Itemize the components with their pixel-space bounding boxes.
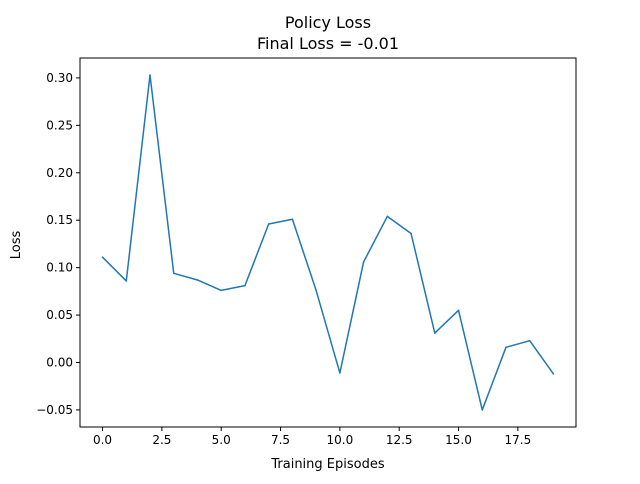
data-point [386, 215, 389, 218]
data-point [149, 74, 151, 76]
y-tick-label: 0.15 [46, 213, 73, 227]
y-tick-label: 0.05 [46, 308, 73, 322]
data-point [528, 339, 531, 342]
y-tick-label: 0.00 [46, 355, 73, 369]
data-point [196, 279, 199, 281]
y-tick-label: 0.30 [46, 71, 73, 85]
x-tick-label: 10.0 [327, 433, 354, 447]
x-tick-label: 7.5 [271, 433, 290, 447]
data-point [101, 256, 104, 259]
data-point [220, 289, 223, 292]
x-axis-label: Training Episodes [270, 457, 384, 472]
data-point [481, 409, 484, 411]
series-layer [101, 74, 555, 411]
plot-frame [79, 57, 577, 428]
x-tick-label: 0.0 [93, 433, 112, 447]
x-tick-label: 17.5 [504, 433, 531, 447]
data-point [362, 261, 365, 263]
data-point [433, 332, 436, 334]
data-point [505, 346, 507, 349]
data-point [291, 218, 294, 221]
data-point [410, 232, 412, 235]
data-point [457, 309, 460, 312]
y-axis-ticks: −0.05 0.00 0.05 0.10 0.15 0.20 0.25 0.30 [36, 71, 80, 417]
data-point [315, 289, 317, 292]
y-axis-label: Loss [9, 231, 24, 260]
data-point [267, 223, 270, 225]
loss-series-line [102, 74, 555, 411]
y-tick-label: 0.10 [46, 261, 73, 275]
x-tick-label: 2.5 [152, 433, 171, 447]
chart-subtitle: Final Loss = -0.01 [257, 34, 399, 53]
y-tick-label: 0.20 [46, 166, 73, 180]
chart-title: Policy Loss [285, 13, 371, 32]
data-point [339, 372, 341, 374]
y-tick-label: −0.05 [36, 403, 73, 417]
x-tick-label: 15.0 [445, 433, 472, 447]
x-tick-label: 5.0 [212, 433, 231, 447]
x-tick-label: 12.5 [386, 433, 413, 447]
data-point [552, 373, 555, 375]
y-tick-label: 0.25 [46, 118, 73, 132]
data-point [125, 280, 128, 282]
data-point [244, 284, 246, 287]
x-axis-ticks: 0.0 2.5 5.0 7.5 10.0 12.5 15.0 17.5 [93, 427, 531, 447]
data-point [172, 272, 175, 275]
